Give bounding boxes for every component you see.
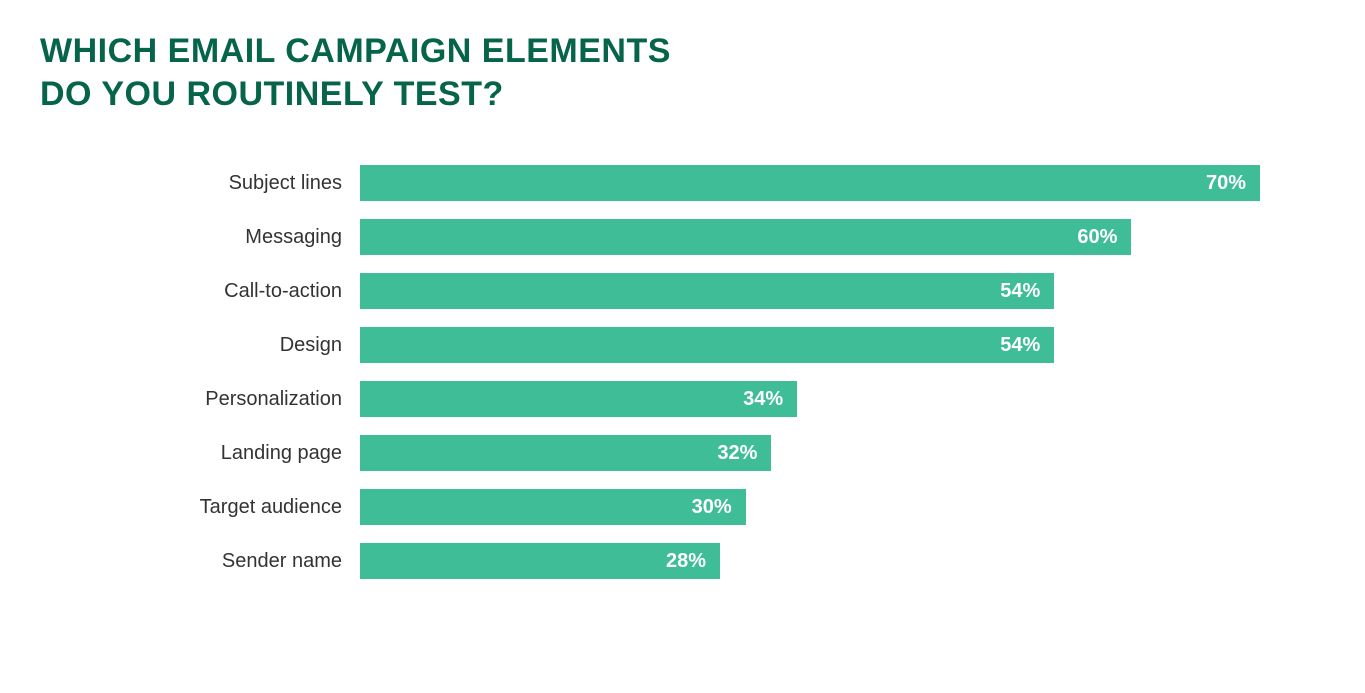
bar-value-label: 32%: [717, 442, 757, 465]
bar-track: 54%: [360, 327, 1260, 363]
chart-title-line1: WHICH EMAIL CAMPAIGN ELEMENTS: [40, 32, 671, 70]
y-axis-label: Call-to-action: [40, 280, 360, 303]
bar-track: 60%: [360, 219, 1260, 255]
chart-row: Landing page 32%: [40, 435, 1325, 471]
y-axis-label: Design: [40, 334, 360, 357]
y-axis-label: Target audience: [40, 496, 360, 519]
bar-track: 34%: [360, 381, 1260, 417]
bar: 30%: [360, 489, 746, 525]
bar-value-label: 34%: [743, 388, 783, 411]
bar: 70%: [360, 165, 1260, 201]
chart-row: Personalization 34%: [40, 381, 1325, 417]
bar-track: 70%: [360, 165, 1260, 201]
chart-title-line2: DO YOU ROUTINELY TEST?: [40, 75, 504, 113]
chart-title: WHICH EMAIL CAMPAIGN ELEMENTS DO YOU ROU…: [40, 30, 1325, 115]
chart-row: Design 54%: [40, 327, 1325, 363]
bar-value-label: 30%: [692, 496, 732, 519]
bar: 28%: [360, 543, 720, 579]
chart-row: Call-to-action 54%: [40, 273, 1325, 309]
y-axis-label: Landing page: [40, 442, 360, 465]
bar: 34%: [360, 381, 797, 417]
bar-value-label: 54%: [1000, 280, 1040, 303]
chart-row: Subject lines 70%: [40, 165, 1325, 201]
chart-row: Target audience 30%: [40, 489, 1325, 525]
y-axis-label: Subject lines: [40, 172, 360, 195]
bar-value-label: 54%: [1000, 334, 1040, 357]
bar-chart: Subject lines 70% Messaging 60% Call-to-acti…: [40, 165, 1325, 579]
bar: 60%: [360, 219, 1131, 255]
bar: 32%: [360, 435, 771, 471]
bar: 54%: [360, 327, 1054, 363]
bar: 54%: [360, 273, 1054, 309]
page: WHICH EMAIL CAMPAIGN ELEMENTS DO YOU ROU…: [0, 0, 1365, 693]
y-axis-label: Messaging: [40, 226, 360, 249]
bar-track: 32%: [360, 435, 1260, 471]
bar-track: 30%: [360, 489, 1260, 525]
bar-value-label: 70%: [1206, 172, 1246, 195]
bar-value-label: 28%: [666, 550, 706, 573]
bar-track: 28%: [360, 543, 1260, 579]
bar-value-label: 60%: [1077, 226, 1117, 249]
chart-row: Messaging 60%: [40, 219, 1325, 255]
y-axis-label: Personalization: [40, 388, 360, 411]
chart-row: Sender name 28%: [40, 543, 1325, 579]
y-axis-label: Sender name: [40, 550, 360, 573]
bar-track: 54%: [360, 273, 1260, 309]
